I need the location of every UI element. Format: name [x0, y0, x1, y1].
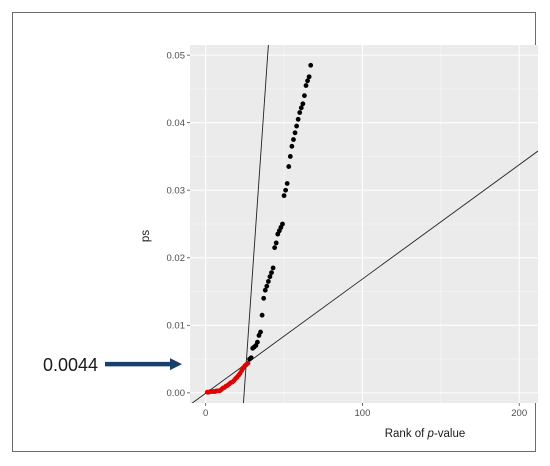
annotations: 0.0044 [43, 355, 182, 375]
black-data-point [303, 83, 309, 88]
black-data-point [292, 130, 298, 136]
y-tick-label: 0.03 [167, 186, 186, 197]
black-data-point [262, 287, 268, 293]
axis-ticks: 0 100 200 0.00 0.01 0.02 0.03 0.04 0.05 [167, 50, 528, 419]
y-tick-label: 0.05 [167, 50, 186, 61]
black-data-point [291, 137, 296, 142]
black-data-point [255, 339, 260, 345]
callout-label: 0.0044 [43, 355, 98, 375]
black-data-point [294, 123, 299, 129]
x-tick-label: 100 [355, 408, 371, 419]
black-data-point [305, 78, 310, 84]
black-data-point [308, 62, 314, 68]
black-data-point [300, 101, 306, 107]
red-data-point [245, 360, 251, 366]
black-data-point [248, 355, 254, 361]
black-data-point [281, 193, 287, 199]
y-tick-label: 0.01 [167, 321, 186, 332]
black-data-point [306, 74, 312, 80]
y-tick-label: 0.02 [167, 253, 186, 264]
reference-line-2 [243, 45, 269, 403]
arrow-head [170, 358, 182, 371]
x-axis-title: Rank of p-value [385, 428, 466, 440]
black-data-point [261, 295, 267, 301]
black-data-point [264, 283, 270, 289]
x-tick-label: 200 [511, 408, 527, 419]
y-axis-title: ps [140, 230, 152, 242]
x-axis-title-prefix: Rank of [385, 428, 428, 440]
x-axis-title-suffix: -value [434, 428, 465, 440]
black-data-point [265, 279, 271, 284]
x-axis-title-italic: p [427, 428, 435, 440]
black-data-point [295, 116, 301, 122]
callout-arrow [105, 358, 182, 371]
data-points [204, 62, 314, 395]
y-tick-label: 0.04 [167, 118, 186, 129]
black-data-point [283, 187, 289, 193]
black-data-point [302, 93, 307, 99]
black-data-point [280, 221, 285, 227]
y-tick-label: 0.00 [167, 388, 186, 399]
black-data-point [273, 240, 279, 246]
black-data-point [272, 245, 278, 251]
black-data-point [270, 265, 276, 271]
black-data-point [286, 164, 292, 169]
black-data-point [297, 110, 303, 115]
black-data-point [287, 154, 293, 159]
black-data-point [289, 143, 295, 149]
black-data-point [298, 105, 304, 111]
black-data-point [267, 274, 273, 280]
black-data-point [259, 312, 265, 318]
black-data-point [258, 329, 263, 335]
black-data-point [269, 270, 274, 276]
x-tick-label: 0 [203, 408, 208, 419]
black-data-point [284, 181, 290, 186]
